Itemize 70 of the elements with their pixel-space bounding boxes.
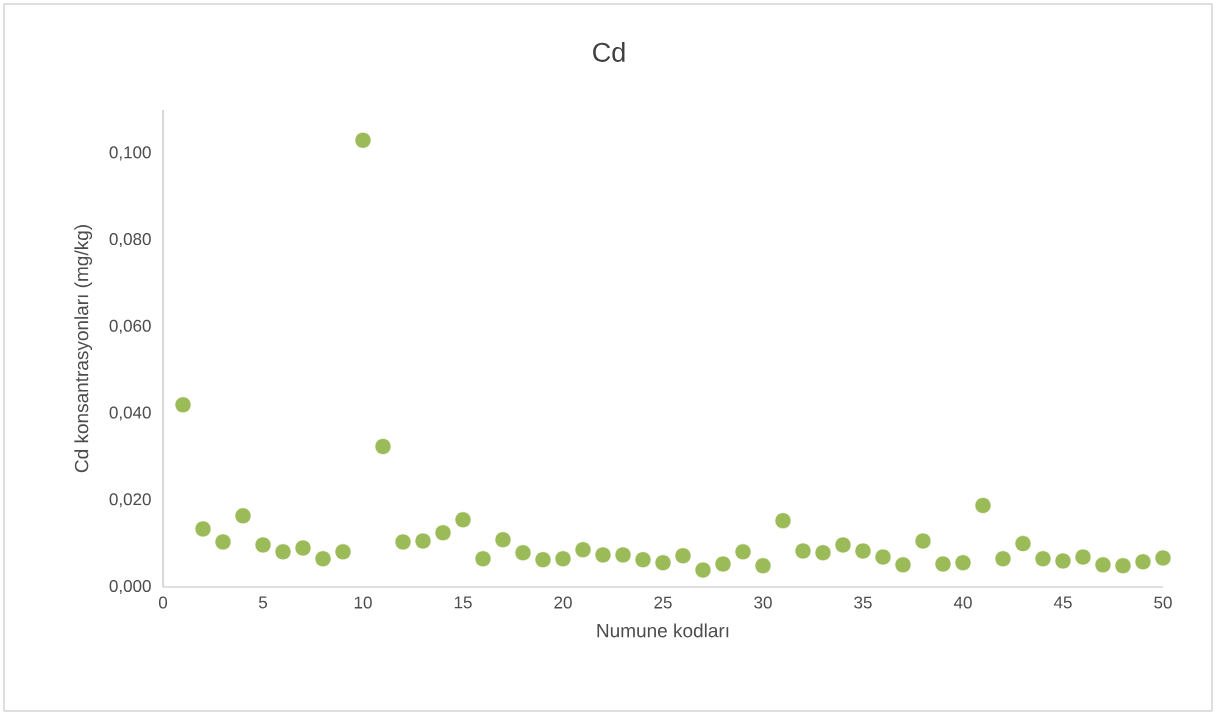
point [334,543,352,561]
point [994,550,1012,568]
x-tick-label: 50 [1154,596,1172,609]
point [954,554,972,571]
x-tick-label: 0 [158,596,168,609]
point [594,546,612,564]
point [434,524,452,542]
point [354,132,372,149]
chart-title: Cd [593,42,625,62]
point [514,544,532,562]
point [774,512,792,529]
point [754,557,772,575]
point [814,544,832,562]
point [494,531,512,549]
point [734,543,752,561]
point [934,555,952,573]
point [1014,535,1032,552]
point [554,550,572,568]
point [654,554,672,571]
point [614,546,632,564]
x-tick-label: 40 [953,596,972,609]
point [674,547,692,565]
point [894,556,912,574]
point [414,532,432,550]
point [234,507,252,525]
point [1074,548,1092,566]
point [274,543,292,561]
y-tick-label: 0,060 [109,319,151,334]
point [174,396,192,414]
x-tick-label: 15 [454,596,472,609]
point [694,561,712,579]
point [834,536,852,554]
point [394,533,412,551]
point [714,555,732,573]
point [1134,553,1152,571]
point [474,550,492,568]
point [194,520,212,538]
point [314,550,332,568]
point [1094,556,1112,574]
point [534,551,552,568]
point [1034,550,1052,568]
point [214,533,232,551]
y-tick-label: 0,000 [109,579,151,595]
x-axis-title: Numune kodları [597,623,729,638]
point [854,542,872,560]
x-tick-label: 35 [854,596,872,609]
point [634,551,652,568]
y-tick-label: 0,020 [109,493,151,508]
point [794,542,812,560]
point [874,548,892,566]
point [254,536,272,554]
x-tick-label: 10 [354,596,372,609]
x-tick-label: 25 [654,596,672,609]
y-tick-label: 0,040 [109,406,151,421]
x-tick-label: 20 [554,596,572,609]
x-tick-label: 30 [754,596,772,609]
x-tick-label: 45 [1053,596,1072,609]
x-tick-label: 5 [258,596,268,609]
y-tick-label: 0,080 [109,233,151,248]
point [1114,557,1132,575]
point [974,497,992,514]
point [1054,552,1072,570]
point [374,438,392,455]
y-tick-label: 0,100 [109,146,151,161]
point [294,539,312,557]
point [1154,549,1172,567]
point [574,541,592,558]
point [914,532,932,550]
point [454,511,472,529]
y-axis-title: Cd konsantrasyonları (mg/kg) [74,225,93,473]
